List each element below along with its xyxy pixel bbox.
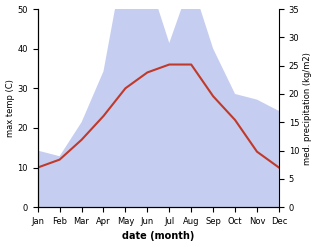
X-axis label: date (month): date (month) xyxy=(122,231,195,242)
Y-axis label: max temp (C): max temp (C) xyxy=(5,79,15,137)
Y-axis label: med. precipitation (kg/m2): med. precipitation (kg/m2) xyxy=(303,52,313,165)
